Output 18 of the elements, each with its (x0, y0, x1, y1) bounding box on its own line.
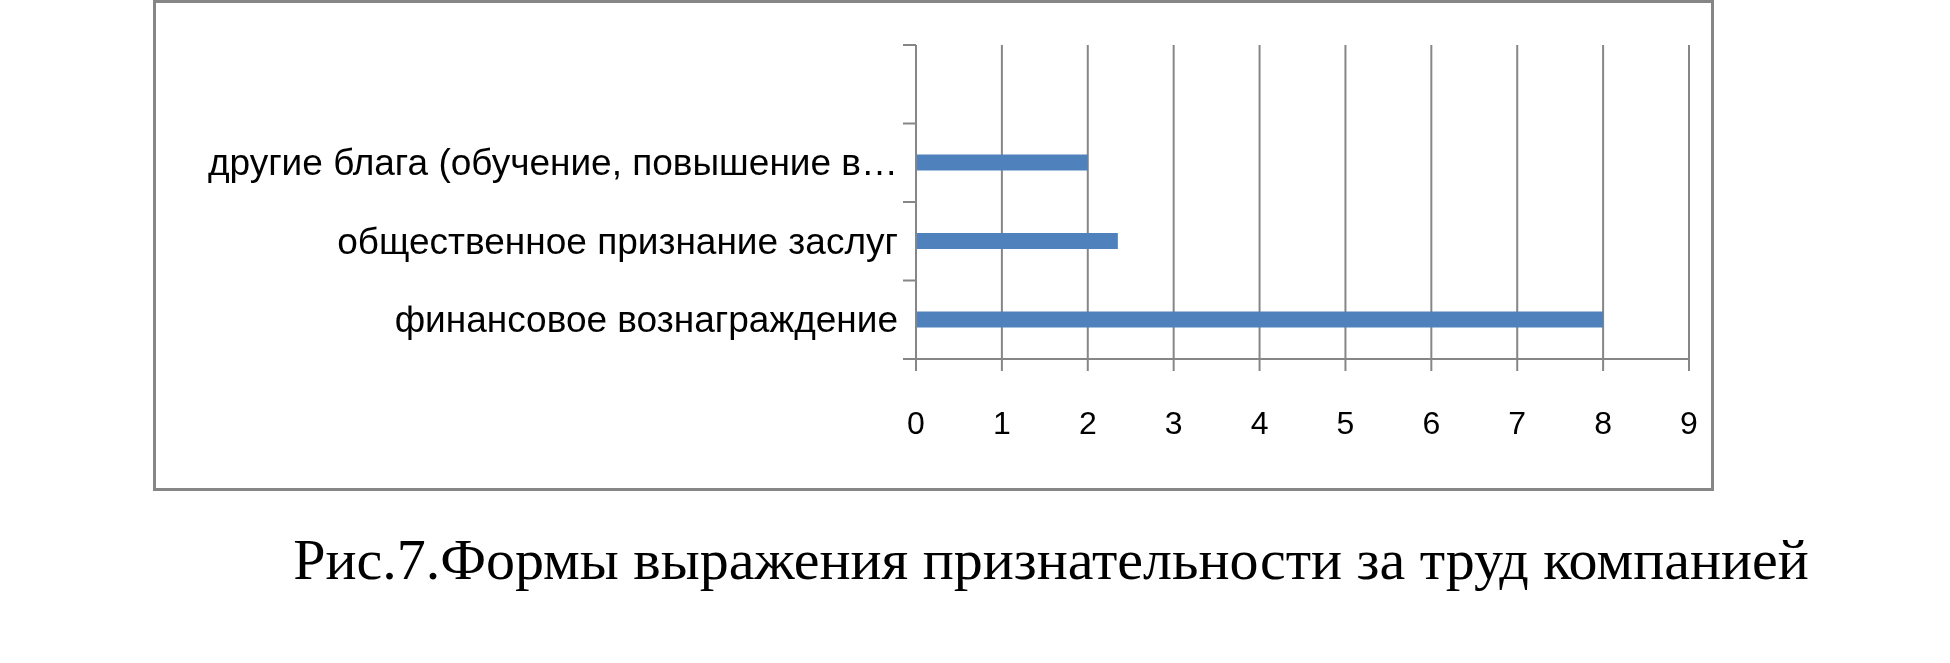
bar (916, 311, 1604, 328)
x-tick-label: 6 (1422, 404, 1441, 441)
text: Рис.7.Формы выражения признательности за труд компанией (292, 526, 1810, 594)
x-tick-label: 0 (907, 404, 925, 441)
y-tick-label: общественное признание заслуг (337, 220, 898, 262)
x-tick-label: 5 (1336, 404, 1355, 441)
y-tick-label: финансовое вознаграждение (394, 299, 898, 341)
y-tick-label: другие блага (обучение, повышение в… (207, 142, 898, 184)
bar (916, 233, 1118, 249)
x-tick-label: 7 (1508, 404, 1527, 441)
bar (916, 154, 1088, 171)
chart-frame: 0 1 2 3 4 5 6 7 8 9 другие блага (обучение, повышение в… общественное признание заслуг финансовое вознаграждение (153, 0, 1714, 491)
x-tick-label: 9 (1680, 404, 1698, 441)
x-tick-label: 2 (1078, 404, 1097, 441)
x-tick-label: 1 (992, 404, 1011, 441)
x-tick-label: 3 (1164, 404, 1183, 441)
x-tick-label: 8 (1594, 404, 1613, 441)
x-tick-label: 4 (1250, 404, 1269, 441)
